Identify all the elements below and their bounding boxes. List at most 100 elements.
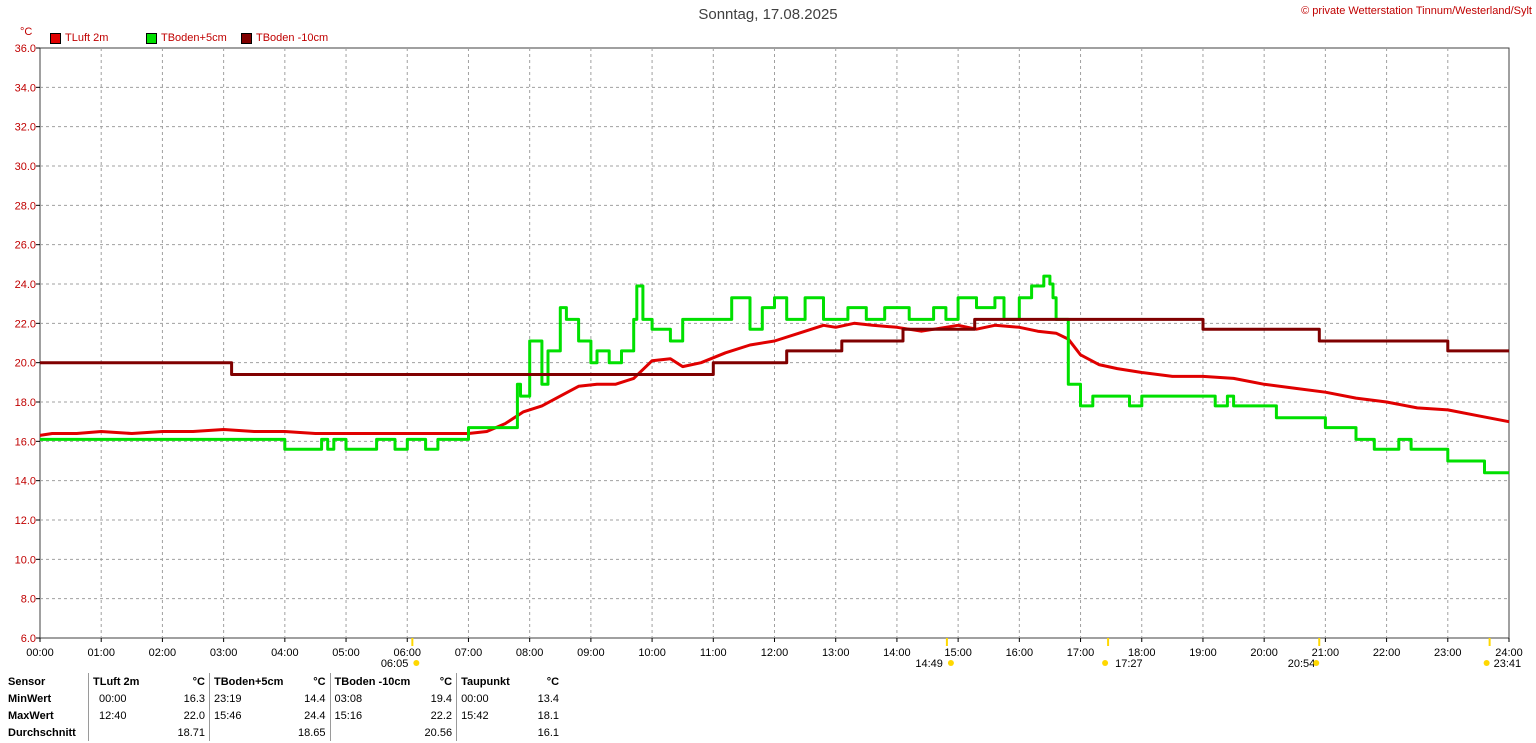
stats-header-unit: °C: [313, 675, 326, 688]
legend-label-tluft: TLuft 2m: [65, 32, 109, 44]
stats-cell-value: 16.3: [183, 692, 205, 705]
stats-header-unit: °C: [192, 675, 205, 688]
stats-cell-value: 18.71: [177, 726, 205, 739]
x-tick-label: 21:00: [1312, 647, 1340, 659]
stats-header-tluft: TLuft 2m: [88, 673, 167, 690]
legend-item-tboden5: TBoden+5cm: [146, 32, 227, 44]
y-tick-label: 34.0: [15, 82, 36, 94]
sun-icon: [1102, 660, 1109, 666]
stats-cell-time: 00:00: [456, 690, 526, 707]
stats-cell-time: 15:16: [329, 707, 421, 724]
x-tick-label: 14:00: [883, 647, 911, 659]
sun-marker-label: 14:49: [915, 658, 943, 670]
x-tick-label: 19:00: [1189, 647, 1217, 659]
legend-item-tboden10: TBoden -10cm: [241, 32, 328, 44]
temperature-chart: 6.0 8.0 10.0 12.0 14.0 16.0 18.0 20.0 22.0 24.0 26…: [15, 43, 1523, 670]
x-tick-label: 24:00: [1495, 647, 1523, 659]
y-tick-label: 22.0: [15, 318, 36, 330]
sun-marker-label: 20:54: [1288, 658, 1316, 670]
stats-header-unit: °C: [439, 675, 453, 688]
y-tick-label: 30.0: [15, 161, 36, 173]
sun-marker-label: 06:05: [381, 658, 409, 670]
x-tick-label: 20:00: [1250, 647, 1278, 659]
x-tick-label: 01:00: [87, 647, 115, 659]
x-tick-label: 16:00: [1006, 647, 1034, 659]
x-tick-label: 22:00: [1373, 647, 1401, 659]
copyright-notice: © private Wetterstation Tinnum/Westerlan…: [1301, 5, 1532, 17]
x-tick-label: 06:00: [393, 647, 421, 659]
x-tick-label: 04:00: [271, 647, 299, 659]
stats-header-unit: °C: [546, 675, 560, 688]
stats-cell-time: 00:00: [88, 690, 167, 707]
chart-title: Sonntag, 17.08.2025: [698, 6, 838, 23]
stats-row-label: MaxWert: [8, 709, 54, 722]
stats-cell-value: 18.1: [537, 709, 560, 722]
stats-cell-value: 22.0: [183, 709, 205, 722]
x-tick-label: 09:00: [577, 647, 605, 659]
x-tick-label: 10:00: [638, 647, 666, 659]
series-line-tboden-5cm: [40, 274, 1509, 475]
stats-header-row: Sensor TLuft 2m °C TBoden+5cm °C TBoden …: [4, 673, 563, 690]
stats-cell-value: 22.2: [430, 709, 453, 722]
stats-header-tboden5: TBoden+5cm: [209, 673, 294, 690]
y-axis-unit: °C: [20, 26, 33, 38]
sun-icon: [413, 660, 420, 666]
stats-cell-value: 13.4: [537, 692, 560, 705]
stats-cell-value: 14.4: [304, 692, 326, 705]
stats-cell-time: [456, 724, 526, 741]
y-tick-label: 32.0: [15, 122, 36, 134]
stats-row-max: MaxWert 12:40 22.0 15:46 24.4 15:16 22.2…: [4, 707, 563, 724]
stats-cell-time: 15:46: [209, 707, 294, 724]
sun-icon: [1483, 660, 1490, 666]
stats-cell-value: 18.65: [298, 726, 326, 739]
y-tick-label: 12.0: [15, 515, 36, 527]
stats-row-avg: Durchschnitt 18.71 18.65 20.56 16.1: [4, 724, 563, 741]
stats-row-label: MinWert: [8, 692, 52, 705]
legend-label-tboden5: TBoden+5cm: [161, 32, 227, 44]
stats-cell-time: 23:19: [209, 690, 294, 707]
x-tick-label: 11:00: [700, 647, 727, 659]
stats-table: Sensor TLuft 2m °C TBoden+5cm °C TBoden …: [4, 673, 563, 741]
x-tick-label: 00:00: [26, 647, 54, 659]
stats-cell-time: 12:40: [88, 707, 167, 724]
y-tick-label: 28.0: [15, 200, 36, 212]
stats-cell-time: [88, 724, 167, 741]
stats-row-label: Durchschnitt: [8, 726, 76, 739]
stats-cell-value: 20.56: [424, 726, 453, 739]
y-tick-label: 24.0: [15, 279, 36, 291]
stats-row-min: MinWert 00:00 16.3 23:19 14.4 03:08 19.4…: [4, 690, 563, 707]
x-tick-label: 18:00: [1128, 647, 1156, 659]
x-tick-label: 03:00: [210, 647, 238, 659]
y-tick-label: 36.0: [15, 43, 36, 55]
stats-cell-time: [329, 724, 421, 741]
legend-swatch-tboden5: [146, 32, 157, 44]
legend-item-tluft: TLuft 2m: [50, 32, 108, 44]
x-tick-label: 23:00: [1434, 647, 1462, 659]
sun-marker-label: 17:27: [1115, 658, 1143, 670]
stats-cell-value: 24.4: [304, 709, 326, 722]
legend-swatch-tboden10: [241, 32, 252, 44]
x-tick-label: 13:00: [822, 647, 850, 659]
x-tick-label: 12:00: [761, 647, 789, 659]
x-tick-label: 05:00: [332, 647, 360, 659]
x-tick-label: 02:00: [149, 647, 177, 659]
stats-header-taupunkt: Taupunkt: [456, 673, 526, 690]
y-tick-label: 20.0: [15, 358, 36, 370]
sun-icon: [1313, 660, 1320, 666]
y-tick-label: 10.0: [15, 554, 36, 566]
y-tick-label: 16.0: [15, 436, 36, 448]
stats-header-sensor: Sensor: [8, 675, 46, 688]
series-line-tboden-10cm: [40, 317, 1509, 376]
x-tick-label: 07:00: [455, 647, 483, 659]
stats-cell-value: 19.4: [430, 692, 453, 705]
stats-cell-time: 03:08: [329, 690, 421, 707]
y-tick-label: 14.0: [15, 476, 36, 488]
stats-cell-time: 15:42: [456, 707, 526, 724]
sun-icon: [947, 660, 954, 666]
series-line-tluft-2m: [39, 321, 1510, 437]
stats-cell-value: 16.1: [537, 726, 560, 739]
x-tick-label: 17:00: [1067, 647, 1095, 659]
y-tick-label: 26.0: [15, 240, 36, 252]
sun-marker-label: 23:41: [1494, 658, 1522, 670]
stats-header-tboden10: TBoden -10cm: [329, 673, 421, 690]
